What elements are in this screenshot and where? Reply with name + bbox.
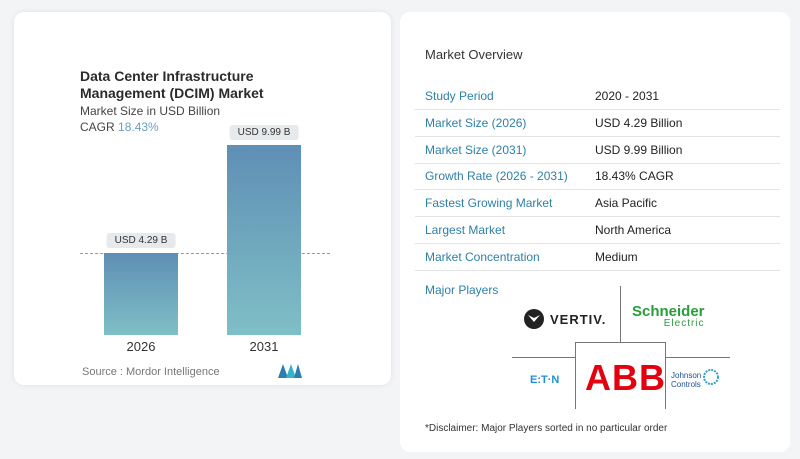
row-value: 18.43% CAGR	[595, 169, 674, 184]
overview-panel	[400, 12, 790, 452]
divider	[665, 357, 730, 358]
divider	[620, 286, 621, 342]
abb-logo: ABB	[585, 357, 666, 398]
cagr-value: 18.43%	[118, 120, 159, 134]
chart-subtitle: Market Size in USD Billion	[80, 104, 221, 118]
overview-title: Market Overview	[425, 47, 523, 62]
row-value: USD 9.99 Billion	[595, 142, 683, 157]
row-value: Medium	[595, 249, 638, 264]
bar-2026	[104, 253, 178, 335]
abb-box	[575, 342, 666, 409]
overview-row: Study Period 2020 - 2031	[415, 83, 780, 110]
johnson-globe-icon	[703, 369, 719, 385]
overview-row: Market Size (2031) USD 9.99 Billion	[415, 137, 780, 164]
data-label: USD 9.99 B	[229, 125, 299, 141]
data-label: USD 4.29 B	[106, 233, 176, 249]
row-value: Asia Pacific	[595, 196, 658, 211]
row-label: Market Concentration	[425, 249, 540, 264]
source: Source : Mordor Intelligence	[82, 366, 220, 378]
cagr: CAGR 18.43%	[80, 120, 159, 134]
chart-card	[14, 12, 391, 385]
row-label: Market Size (2026)	[425, 115, 527, 130]
row-label: Market Size (2031)	[425, 142, 527, 157]
x-tick-label: 2031	[249, 339, 279, 354]
row-label: Largest Market	[425, 223, 506, 237]
row-value: North America	[595, 223, 672, 237]
mordor-logo-icon	[278, 364, 302, 378]
eaton-logo: E:T·N	[530, 374, 560, 386]
row-label: Study Period	[425, 89, 494, 103]
major-players-title: Major Players	[425, 283, 499, 297]
row-value: 2020 - 2031	[595, 89, 660, 103]
row-label: Growth Rate (2026 - 2031)	[425, 169, 568, 184]
divider	[512, 357, 575, 358]
row-value: USD 4.29 Billion	[595, 115, 683, 130]
x-tick-label: 2026	[126, 339, 156, 354]
overview-row: Largest Market North America	[415, 217, 780, 244]
johnson-controls-logo: Johnson Controls	[671, 371, 702, 389]
reference-line	[80, 253, 330, 254]
overview-row: Market Size (2026) USD 4.29 Billion	[415, 110, 780, 137]
cagr-label: CAGR	[80, 120, 115, 134]
chart-title: Data Center Infrastructure Management (D…	[80, 68, 264, 101]
overview-row: Market Concentration Medium	[415, 244, 780, 271]
vertiv-icon	[524, 309, 544, 329]
bar-2031	[227, 145, 301, 335]
overview-row: Growth Rate (2026 - 2031) 18.43% CAGR	[415, 163, 780, 191]
disclaimer: *Disclaimer: Major Players sorted in no …	[425, 423, 668, 434]
vertiv-logo: VERTIV.	[524, 309, 606, 329]
row-label: Fastest Growing Market	[425, 196, 553, 211]
schneider-logo: Schneider Electric	[632, 303, 705, 329]
overview-row: Fastest Growing Market Asia Pacific	[415, 190, 780, 218]
